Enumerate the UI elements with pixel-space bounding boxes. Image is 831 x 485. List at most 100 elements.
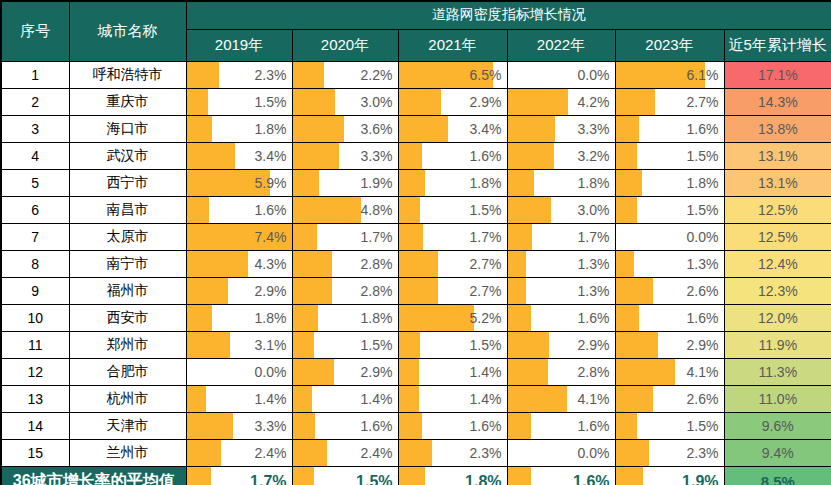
- growth-cell-year-1: 2.8%: [292, 277, 398, 304]
- growth-value: 1.6%: [508, 467, 615, 485]
- growth-value: 5.2%: [399, 305, 507, 331]
- growth-value: 1.4%: [399, 359, 507, 385]
- growth-value: 2.9%: [616, 332, 724, 358]
- row-index-cell: 15: [1, 439, 69, 466]
- growth-value: 1.3%: [508, 278, 615, 304]
- city-name-cell: 太原市: [69, 223, 186, 250]
- header-year-2023: 2023年: [615, 29, 724, 61]
- cumulative-cell: 11.9%: [724, 331, 831, 358]
- city-name-cell: 西安市: [69, 304, 186, 331]
- table-row: 1呼和浩特市2.3%2.2%6.5%0.0%6.1%17.1%: [1, 61, 831, 88]
- growth-cell-year-0: 1.8%: [186, 115, 292, 142]
- growth-cell-year-3: 1.7%: [507, 223, 615, 250]
- growth-value: 1.5%: [399, 197, 507, 223]
- growth-cell-year-3: 3.2%: [507, 142, 615, 169]
- average-growth-cell-year-3: 1.6%: [507, 466, 615, 485]
- growth-value: 1.8%: [508, 170, 615, 196]
- growth-value: 1.6%: [399, 143, 507, 169]
- growth-cell-year-4: 1.5%: [615, 142, 724, 169]
- growth-cell-year-0: 4.3%: [186, 250, 292, 277]
- growth-value: 3.0%: [508, 197, 615, 223]
- growth-cell-year-3: 2.9%: [507, 331, 615, 358]
- growth-cell-year-1: 3.6%: [292, 115, 398, 142]
- growth-cell-year-3: 4.1%: [507, 385, 615, 412]
- cumulative-cell: 12.4%: [724, 250, 831, 277]
- growth-cell-year-2: 1.7%: [398, 223, 507, 250]
- growth-value: 1.6%: [508, 305, 615, 331]
- growth-value: 2.8%: [293, 251, 398, 277]
- growth-value: 3.0%: [293, 89, 398, 115]
- growth-value: 1.6%: [508, 413, 615, 439]
- growth-cell-year-2: 2.9%: [398, 88, 507, 115]
- growth-cell-year-3: 0.0%: [507, 439, 615, 466]
- growth-value: 6.5%: [399, 62, 507, 88]
- city-name-cell: 西宁市: [69, 169, 186, 196]
- growth-cell-year-1: 1.9%: [292, 169, 398, 196]
- growth-cell-year-2: 1.6%: [398, 142, 507, 169]
- growth-cell-year-3: 3.3%: [507, 115, 615, 142]
- header-city-name: 城市名称: [69, 1, 186, 61]
- growth-cell-year-1: 1.4%: [292, 385, 398, 412]
- row-index-cell: 9: [1, 277, 69, 304]
- row-index-cell: 11: [1, 331, 69, 358]
- growth-value: 3.3%: [508, 116, 615, 142]
- row-index-cell: 8: [1, 250, 69, 277]
- growth-value: 1.8%: [187, 305, 292, 331]
- growth-value: 2.3%: [616, 440, 724, 466]
- growth-value: 3.1%: [187, 332, 292, 358]
- growth-value: 1.7%: [293, 224, 398, 250]
- row-index-cell: 3: [1, 115, 69, 142]
- growth-cell-year-4: 1.8%: [615, 169, 724, 196]
- cumulative-cell: 11.0%: [724, 385, 831, 412]
- table-row: 12合肥市0.0%2.9%1.4%2.8%4.1%11.3%: [1, 358, 831, 385]
- city-name-cell: 天津市: [69, 412, 186, 439]
- growth-cell-year-3: 1.8%: [507, 169, 615, 196]
- growth-cell-year-0: 1.4%: [186, 385, 292, 412]
- growth-value: 2.9%: [399, 89, 507, 115]
- table-body: 1呼和浩特市2.3%2.2%6.5%0.0%6.1%17.1%2重庆市1.5%3…: [1, 61, 831, 466]
- growth-cell-year-2: 1.8%: [398, 169, 507, 196]
- growth-value: 1.6%: [293, 413, 398, 439]
- growth-cell-year-2: 2.3%: [398, 439, 507, 466]
- table-row: 4武汉市3.4%3.3%1.6%3.2%1.5%13.1%: [1, 142, 831, 169]
- growth-cell-year-4: 2.9%: [615, 331, 724, 358]
- growth-cell-year-4: 2.7%: [615, 88, 724, 115]
- growth-value: 4.1%: [508, 386, 615, 412]
- growth-value: 4.2%: [508, 89, 615, 115]
- growth-value: 2.4%: [187, 440, 292, 466]
- growth-value: 3.6%: [293, 116, 398, 142]
- growth-value: 2.3%: [187, 62, 292, 88]
- average-row: 36城市增长率的平均值 1.7%1.5%1.8%1.6%1.9%8.5%: [1, 466, 831, 485]
- table-row: 7太原市7.4%1.7%1.7%1.7%0.0%12.5%: [1, 223, 831, 250]
- row-index-cell: 4: [1, 142, 69, 169]
- growth-value: 1.8%: [399, 467, 507, 485]
- growth-value: 3.3%: [293, 143, 398, 169]
- cumulative-cell: 12.0%: [724, 304, 831, 331]
- growth-cell-year-1: 2.4%: [292, 439, 398, 466]
- growth-cell-year-2: 5.2%: [398, 304, 507, 331]
- growth-cell-year-4: 1.6%: [615, 304, 724, 331]
- growth-cell-year-2: 1.4%: [398, 385, 507, 412]
- growth-value: 1.4%: [399, 386, 507, 412]
- cumulative-cell: 13.8%: [724, 115, 831, 142]
- table-row: 10西安市1.8%1.8%5.2%1.6%1.6%12.0%: [1, 304, 831, 331]
- growth-value: 0.0%: [508, 440, 615, 466]
- growth-cell-year-0: 1.5%: [186, 88, 292, 115]
- growth-value: 1.5%: [293, 467, 398, 485]
- growth-value: 1.5%: [616, 143, 724, 169]
- growth-value: 0.0%: [187, 359, 292, 385]
- growth-value: 1.6%: [187, 197, 292, 223]
- growth-cell-year-2: 6.5%: [398, 61, 507, 88]
- growth-cell-year-4: 1.5%: [615, 412, 724, 439]
- table-header: 序号 城市名称 道路网密度指标增长情况 2019年 2020年 2021年 20…: [1, 1, 831, 61]
- growth-cell-year-2: 1.5%: [398, 196, 507, 223]
- growth-value: 4.1%: [616, 359, 724, 385]
- growth-cell-year-4: 6.1%: [615, 61, 724, 88]
- header-year-2019: 2019年: [186, 29, 292, 61]
- city-name-cell: 海口市: [69, 115, 186, 142]
- growth-cell-year-4: 2.6%: [615, 385, 724, 412]
- table-footer: 36城市增长率的平均值 1.7%1.5%1.8%1.6%1.9%8.5%: [1, 466, 831, 485]
- city-name-cell: 呼和浩特市: [69, 61, 186, 88]
- table-row: 9福州市2.9%2.8%2.7%1.3%2.6%12.3%: [1, 277, 831, 304]
- growth-value: 1.7%: [399, 224, 507, 250]
